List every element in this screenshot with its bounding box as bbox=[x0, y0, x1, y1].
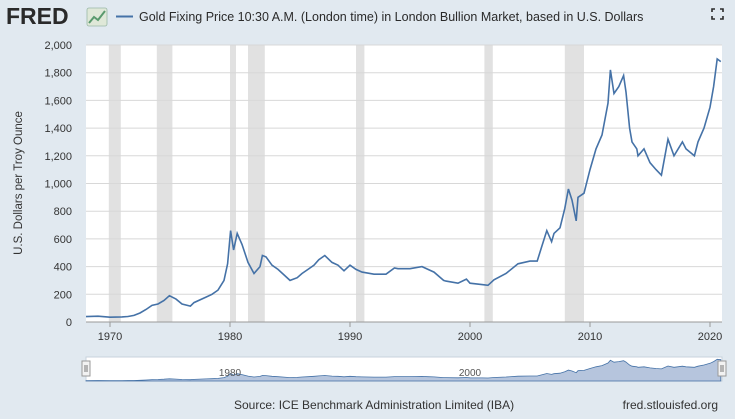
x-tick-label: 2020 bbox=[698, 331, 722, 343]
y-tick-label: 1,600 bbox=[44, 95, 72, 107]
gold-price-series-line bbox=[85, 57, 722, 319]
y-axis-ticks: 0 200 400 600 800 1,000 1,200 1,400 1,600 1,800 2,… bbox=[44, 40, 72, 329]
gridlines bbox=[86, 44, 722, 295]
navigator-ticks: 1980 2000 bbox=[219, 368, 482, 379]
x-tick-label: 2010 bbox=[578, 331, 602, 343]
y-axis-title: U.S. Dollars per Troy Ounce bbox=[13, 111, 25, 255]
x-axis-ticks: 1970 1980 1990 2000 2010 2020 bbox=[98, 322, 722, 343]
site-link[interactable]: fred.stlouisfed.org bbox=[623, 398, 718, 412]
navigator-tick-label: 1980 bbox=[219, 368, 242, 379]
fred-logo-text: FRED bbox=[6, 3, 69, 29]
y-tick-label: 1,400 bbox=[44, 123, 72, 135]
x-tick-label: 1990 bbox=[338, 331, 362, 343]
y-tick-label: 0 bbox=[66, 317, 72, 329]
legend-label: Gold Fixing Price 10:30 A.M. (London tim… bbox=[139, 10, 643, 24]
navigator-right-handle[interactable] bbox=[717, 360, 727, 377]
y-tick-label: 1,000 bbox=[44, 179, 72, 191]
fred-logo-graph-icon bbox=[86, 7, 108, 27]
x-tick-label: 1970 bbox=[98, 331, 122, 343]
source-note: Source: ICE Benchmark Administration Lim… bbox=[234, 398, 514, 412]
y-tick-label: 800 bbox=[54, 206, 72, 218]
y-tick-label: 600 bbox=[54, 234, 72, 246]
y-tick-label: 1,200 bbox=[44, 151, 72, 163]
y-tick-label: 2,000 bbox=[44, 40, 72, 52]
y-tick-label: 200 bbox=[54, 289, 72, 301]
x-tick-label: 1980 bbox=[218, 331, 242, 343]
x-tick-label: 2000 bbox=[458, 331, 482, 343]
navigator[interactable]: 1980 2000 bbox=[81, 356, 727, 382]
navigator-tick-label: 2000 bbox=[459, 368, 482, 379]
expand-icon[interactable] bbox=[711, 8, 724, 20]
fred-logo[interactable]: FRED bbox=[6, 3, 108, 29]
y-tick-label: 400 bbox=[54, 262, 72, 274]
navigator-series-area bbox=[85, 358, 722, 382]
y-tick-label: 1,800 bbox=[44, 68, 72, 80]
navigator-left-handle[interactable] bbox=[81, 360, 91, 377]
